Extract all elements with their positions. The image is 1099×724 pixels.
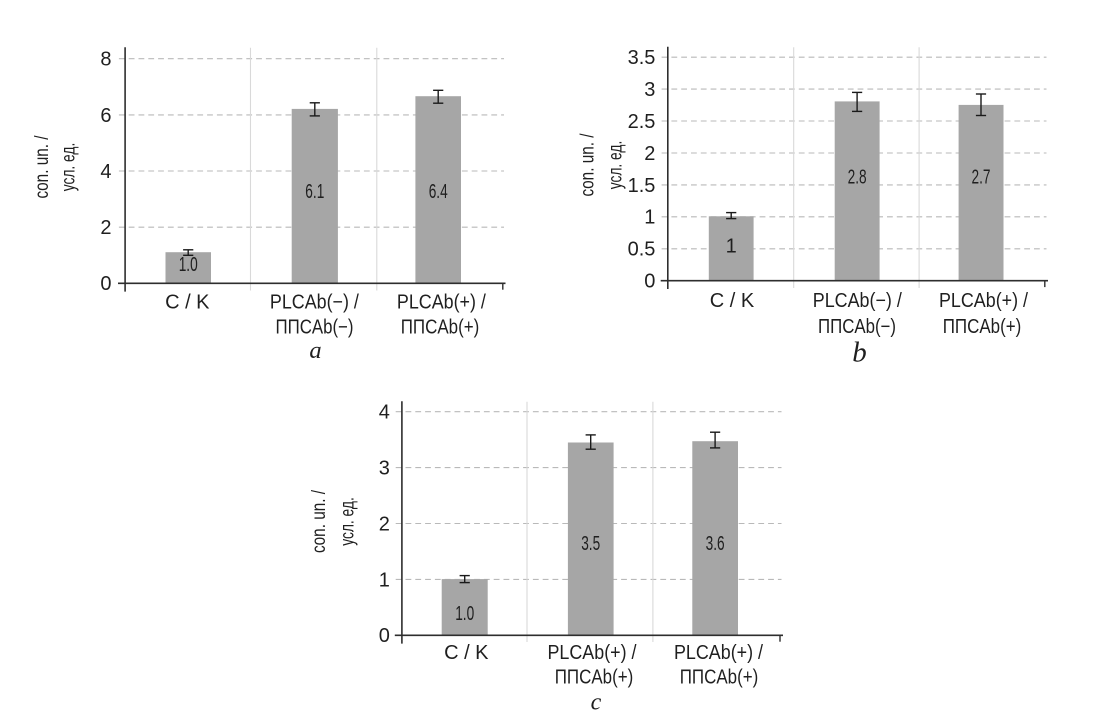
- svg-text:2.7: 2.7: [972, 167, 991, 189]
- svg-text:2.8: 2.8: [848, 167, 867, 189]
- svg-text:0: 0: [100, 273, 111, 295]
- svg-text:4: 4: [100, 161, 111, 183]
- svg-text:C / K: C / K: [710, 290, 755, 312]
- svg-text:1.5: 1.5: [628, 175, 656, 197]
- svg-text:0.5: 0.5: [628, 239, 656, 261]
- svg-text:3.5: 3.5: [581, 533, 600, 555]
- svg-text:PLCAb(+) /: PLCAb(+) /: [939, 290, 1028, 312]
- svg-text:2: 2: [379, 513, 390, 535]
- svg-text:4: 4: [379, 402, 390, 424]
- svg-text:ППСAb(+): ППСAb(+): [555, 666, 634, 688]
- svg-text:3: 3: [644, 79, 655, 101]
- svg-text:усл. ед.: усл. ед.: [604, 141, 626, 190]
- svg-text:b: b: [852, 337, 867, 369]
- svg-text:1.0: 1.0: [455, 603, 474, 625]
- svg-text:ППСAb(+): ППСAb(+): [401, 317, 480, 339]
- svg-text:2: 2: [100, 217, 111, 239]
- svg-text:ППСAb(+): ППСAb(+): [943, 316, 1022, 338]
- svg-text:3: 3: [379, 458, 390, 480]
- svg-text:ППСAb(+): ППСAb(+): [680, 666, 759, 688]
- svg-text:PLCAb(+) /: PLCAb(+) /: [548, 642, 637, 664]
- svg-text:2.5: 2.5: [628, 111, 656, 133]
- svg-text:2: 2: [644, 143, 655, 165]
- svg-text:PLCAb(+) /: PLCAb(+) /: [397, 292, 486, 314]
- svg-text:6.1: 6.1: [305, 181, 324, 203]
- svg-text:c: c: [591, 690, 602, 716]
- svg-text:6: 6: [100, 105, 111, 127]
- svg-text:3.5: 3.5: [628, 47, 656, 69]
- svg-text:1.0: 1.0: [179, 254, 198, 276]
- svg-text:con. un. /: con. un. /: [31, 135, 53, 198]
- svg-text:C / K: C / K: [444, 642, 489, 664]
- svg-text:ППСAb(−): ППСAb(−): [276, 317, 354, 339]
- svg-text:0: 0: [379, 625, 390, 647]
- svg-text:con. un. /: con. un. /: [577, 133, 599, 196]
- svg-text:PLCAb(−) /: PLCAb(−) /: [270, 292, 359, 314]
- svg-text:PLCAb(−) /: PLCAb(−) /: [813, 290, 902, 312]
- svg-text:усл. ед.: усл. ед.: [58, 143, 80, 192]
- svg-text:6.4: 6.4: [429, 181, 448, 203]
- svg-text:8: 8: [100, 49, 111, 71]
- svg-text:PLCAb(+) /: PLCAb(+) /: [674, 642, 763, 664]
- svg-text:con. un. /: con. un. /: [308, 490, 330, 553]
- svg-text:ППСAb(−): ППСAb(−): [818, 316, 896, 338]
- svg-text:0: 0: [644, 271, 655, 293]
- svg-text:3.6: 3.6: [706, 533, 725, 555]
- svg-text:1: 1: [379, 569, 390, 591]
- svg-text:усл. ед.: усл. ед.: [336, 497, 358, 546]
- svg-text:a: a: [309, 337, 321, 364]
- svg-text:1: 1: [726, 235, 737, 257]
- svg-text:C / K: C / K: [165, 292, 210, 314]
- svg-text:1: 1: [644, 207, 655, 229]
